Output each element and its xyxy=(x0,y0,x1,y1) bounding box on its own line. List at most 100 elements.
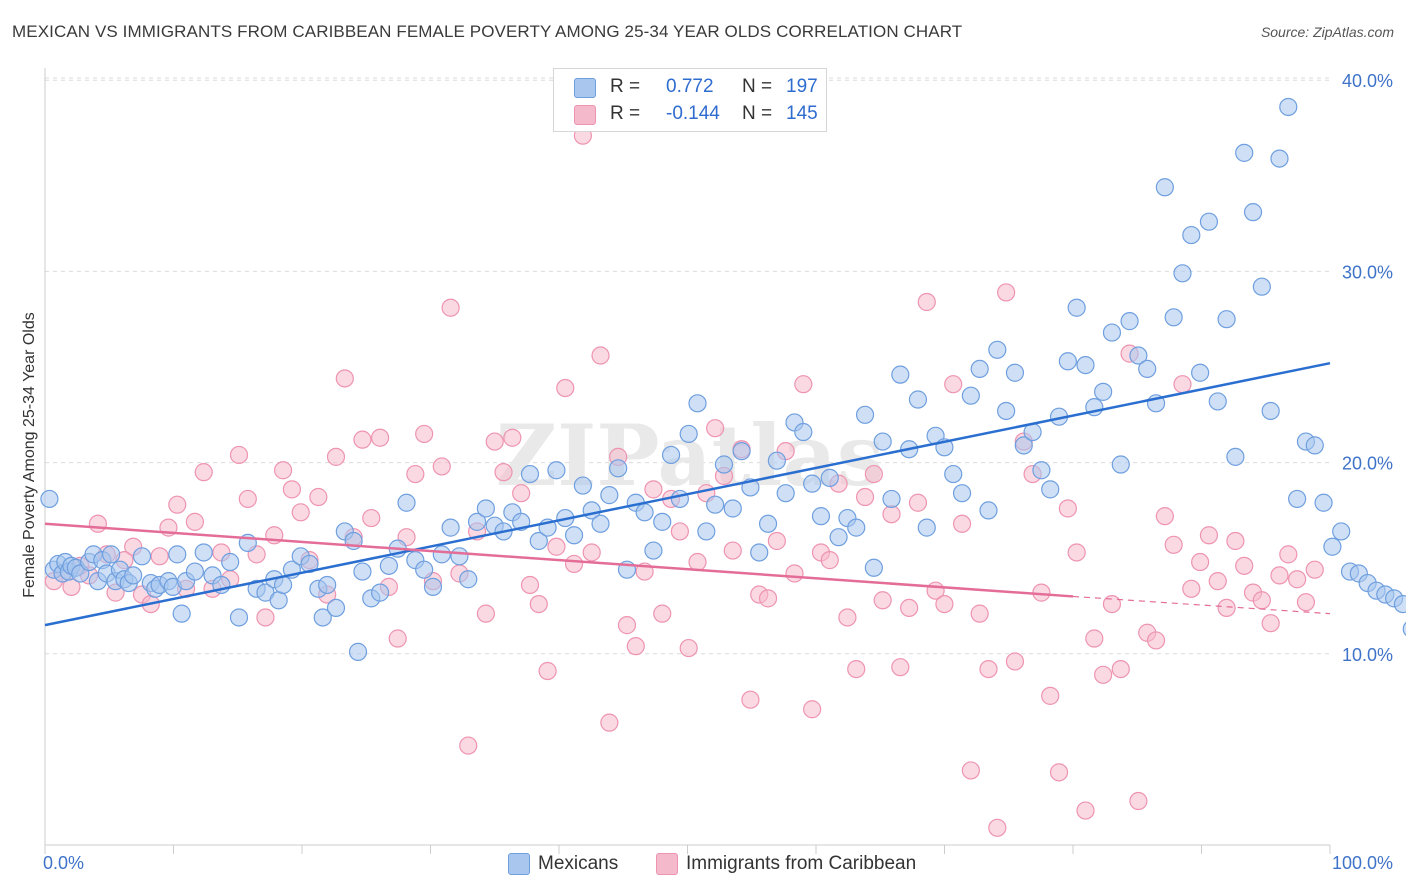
data-point xyxy=(882,505,901,524)
data-point xyxy=(353,430,372,449)
data-point xyxy=(838,608,857,627)
legend-r-label: R = xyxy=(610,76,641,97)
data-point xyxy=(600,486,619,505)
data-point xyxy=(1058,499,1077,518)
data-point xyxy=(1067,298,1086,317)
y-tick-label: 40.0% xyxy=(1342,71,1393,91)
data-point xyxy=(997,283,1016,302)
data-point xyxy=(1102,594,1122,614)
watermark: ZIPatlas xyxy=(496,406,884,505)
data-point xyxy=(229,608,249,627)
data-point xyxy=(1235,143,1254,162)
data-point xyxy=(547,461,566,480)
data-point xyxy=(1014,436,1033,455)
data-point xyxy=(1270,566,1289,585)
data-point xyxy=(1111,455,1130,474)
data-point xyxy=(1243,203,1263,222)
trend-line-caribbean xyxy=(44,522,1074,598)
legend-r-label: R = xyxy=(610,103,641,124)
axes xyxy=(44,68,1331,854)
data-point xyxy=(1067,543,1086,562)
data-point xyxy=(326,598,346,618)
data-point xyxy=(1323,537,1342,556)
data-point xyxy=(1199,526,1219,545)
data-point xyxy=(1279,97,1298,117)
data-point xyxy=(1393,594,1406,614)
data-point xyxy=(900,598,919,618)
data-point xyxy=(767,451,786,470)
data-point xyxy=(997,401,1016,421)
data-point xyxy=(1155,178,1174,197)
data-point xyxy=(1076,801,1095,820)
data-point xyxy=(935,594,954,614)
legend-swatch-blue xyxy=(574,78,596,98)
data-point xyxy=(397,493,416,512)
data-point xyxy=(1235,556,1254,575)
data-point xyxy=(313,608,332,627)
data-point xyxy=(776,484,795,503)
data-point xyxy=(1164,535,1183,554)
data-point xyxy=(573,476,592,495)
data-point xyxy=(564,554,584,574)
y-tick-label: 10.0% xyxy=(1342,645,1393,665)
data-point xyxy=(1032,461,1051,480)
data-point xyxy=(767,531,786,551)
data-point xyxy=(785,564,804,583)
data-point xyxy=(556,378,575,398)
data-point xyxy=(512,484,531,503)
data-point xyxy=(1226,447,1245,466)
data-point xyxy=(970,604,989,623)
data-point xyxy=(432,545,451,564)
data-point xyxy=(415,560,434,579)
data-point xyxy=(1305,560,1324,579)
y-tick-labels: 10.0% 20.0% 30.0% 40.0% xyxy=(1342,71,1393,665)
data-point xyxy=(626,637,645,656)
data-point xyxy=(617,616,637,635)
bottom-legend-label: Mexicans xyxy=(538,853,619,874)
data-point xyxy=(172,604,191,623)
x-tick-label-max: 100.0% xyxy=(1332,853,1393,873)
data-point xyxy=(952,484,972,503)
data-point xyxy=(256,608,275,627)
data-point xyxy=(670,489,689,509)
data-point xyxy=(1058,352,1077,371)
data-point xyxy=(326,447,346,466)
data-point xyxy=(1199,212,1219,231)
data-point xyxy=(891,365,910,384)
data-point xyxy=(847,659,866,679)
bottom-legend-swatch-blue xyxy=(508,853,530,875)
data-point xyxy=(529,594,548,614)
data-point xyxy=(944,464,963,484)
data-point xyxy=(979,501,998,520)
stats-legend: R = 0.772 N = 197 R = -0.144 N = 145 xyxy=(553,68,827,132)
data-point xyxy=(688,552,707,572)
data-point xyxy=(706,419,725,438)
data-point xyxy=(459,736,478,755)
data-point xyxy=(102,545,121,564)
data-point xyxy=(185,512,205,531)
data-point xyxy=(679,424,698,444)
data-point xyxy=(706,495,725,514)
y-tick-label: 20.0% xyxy=(1342,454,1393,474)
data-point xyxy=(944,375,963,394)
data-point xyxy=(829,528,848,547)
data-point xyxy=(503,428,522,447)
data-point xyxy=(124,566,143,585)
data-point xyxy=(269,591,288,610)
data-point xyxy=(794,422,813,442)
trend-lines xyxy=(44,361,1331,627)
data-point xyxy=(88,514,108,533)
data-point xyxy=(1191,363,1210,382)
data-point xyxy=(723,541,742,560)
data-point xyxy=(423,577,443,596)
data-point xyxy=(415,424,434,444)
chart-title: MEXICAN VS IMMIGRANTS FROM CARIBBEAN FEM… xyxy=(12,22,963,41)
data-point xyxy=(1217,598,1236,618)
data-point xyxy=(1270,149,1289,168)
data-point xyxy=(564,526,584,545)
data-point xyxy=(714,455,734,474)
data-point xyxy=(370,583,390,602)
data-point xyxy=(732,442,751,461)
x-tick-label-min: 0.0% xyxy=(43,853,84,873)
